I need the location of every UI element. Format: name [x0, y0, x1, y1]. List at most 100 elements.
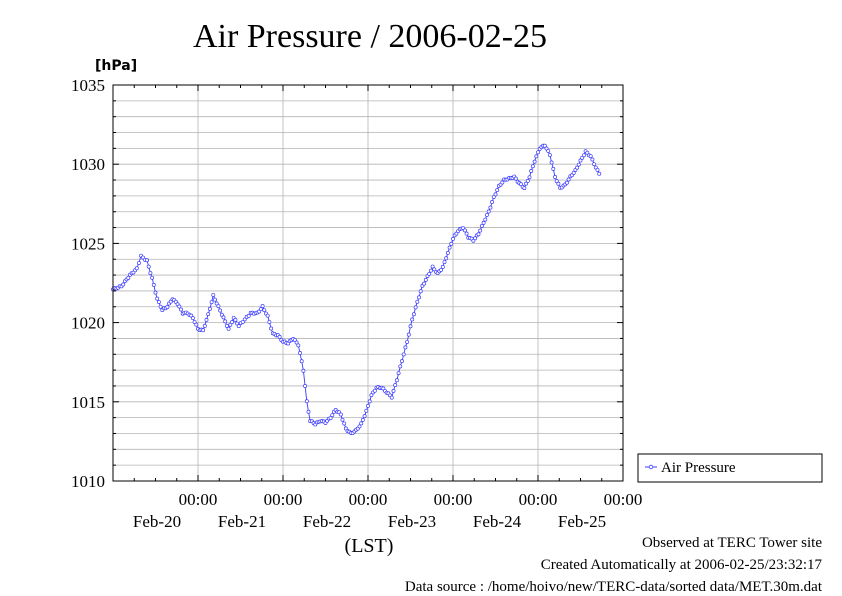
x-tick-time-label: 00:00: [179, 490, 218, 509]
data-point: [440, 264, 445, 269]
data-point: [532, 159, 537, 164]
data-point: [126, 275, 131, 280]
data-point: [564, 180, 569, 185]
y-tick-label: 1020: [71, 314, 105, 333]
data-point: [179, 307, 183, 312]
data-point: [366, 403, 370, 408]
data-point: [394, 378, 399, 383]
data-point: [177, 304, 182, 309]
data-point: [491, 195, 496, 199]
data-point: [153, 290, 158, 295]
data-point: [439, 267, 444, 272]
y-tick-label: 1035: [71, 76, 105, 95]
data-point: [403, 345, 408, 350]
data-point: [525, 178, 530, 183]
data-point: [444, 256, 449, 261]
x-tick-day-label: Feb-24: [473, 512, 522, 531]
data-point: [478, 228, 483, 233]
data-point: [546, 148, 551, 153]
data-point: [401, 352, 406, 357]
data-point: [202, 323, 207, 328]
data-point: [476, 232, 481, 237]
data-point: [204, 317, 209, 322]
data-point: [296, 343, 301, 348]
legend-marker: [648, 464, 654, 470]
data-point: [224, 323, 229, 328]
x-tick-time-label: 00:00: [349, 490, 388, 509]
data-point: [393, 383, 398, 388]
data-point: [413, 305, 418, 310]
data-point: [303, 384, 308, 388]
y-tick-label: 1030: [71, 155, 105, 174]
legend: Air Pressure: [637, 453, 823, 483]
data-point: [486, 209, 491, 214]
data-point: [411, 312, 416, 317]
data-point: [306, 409, 311, 414]
x-tick-day-label: Feb-20: [133, 512, 181, 531]
data-point: [483, 217, 488, 222]
data-point: [262, 308, 267, 313]
data-point: [534, 154, 539, 159]
data-point: [338, 412, 343, 417]
data-point: [233, 317, 238, 322]
data-point: [571, 170, 576, 175]
data-point: [493, 192, 498, 197]
data-point: [260, 304, 265, 309]
data-point: [449, 241, 454, 246]
data-point: [218, 308, 223, 313]
legend-box: [637, 453, 823, 483]
data-point: [575, 165, 580, 170]
chart-title: Air Pressure / 2006-02-25: [193, 18, 547, 55]
data-point: [226, 326, 231, 331]
data-point: [330, 413, 335, 418]
x-tick-day-label: Feb-22: [303, 512, 351, 531]
data-point: [360, 417, 365, 422]
data-point: [207, 306, 212, 311]
data-point: [211, 293, 216, 297]
data-point: [398, 364, 403, 369]
data-point: [490, 200, 495, 204]
data-point: [294, 340, 299, 345]
data-point: [223, 319, 228, 324]
data-point: [519, 182, 523, 187]
data-point: [265, 313, 270, 318]
footer-source: Data source : /home/hoivo/new/TERC-data/…: [404, 579, 822, 595]
data-point: [155, 296, 160, 301]
data-point: [592, 162, 597, 167]
x-axis-label: (LST): [345, 535, 394, 557]
data-point: [146, 264, 151, 269]
x-axis: 00:00Feb-2000:00Feb-2100:00Feb-2200:00Fe…: [112, 85, 643, 531]
data-point: [304, 399, 309, 404]
data-point: [481, 220, 486, 225]
data-point: [588, 154, 593, 159]
data-point: [246, 313, 251, 318]
data-point: [590, 157, 595, 162]
data-point: [362, 414, 367, 419]
data-point: [473, 236, 478, 241]
data-point: [236, 324, 241, 329]
data-point: [410, 317, 415, 322]
x-tick-day-label: Feb-21: [218, 512, 266, 531]
data-point: [428, 268, 433, 273]
x-tick-time-label: 00:00: [604, 490, 643, 509]
data-point: [530, 164, 535, 169]
y-tick-label: 1010: [71, 472, 105, 491]
data-point: [367, 399, 372, 404]
data-point: [576, 162, 581, 167]
data-point: [597, 171, 602, 176]
data-point: [148, 271, 153, 275]
data-point: [192, 320, 197, 324]
data-point: [269, 326, 274, 331]
data-point: [488, 205, 493, 210]
data-point: [134, 266, 139, 271]
data-point: [206, 312, 211, 317]
data-point: [553, 175, 557, 179]
x-tick-time-label: 00:00: [519, 490, 558, 509]
data-point: [423, 277, 428, 282]
data-point: [165, 305, 170, 310]
y-tick-label: 1025: [71, 234, 105, 253]
data-point: [340, 417, 345, 422]
data-point: [442, 260, 447, 264]
data-point: [527, 175, 532, 180]
